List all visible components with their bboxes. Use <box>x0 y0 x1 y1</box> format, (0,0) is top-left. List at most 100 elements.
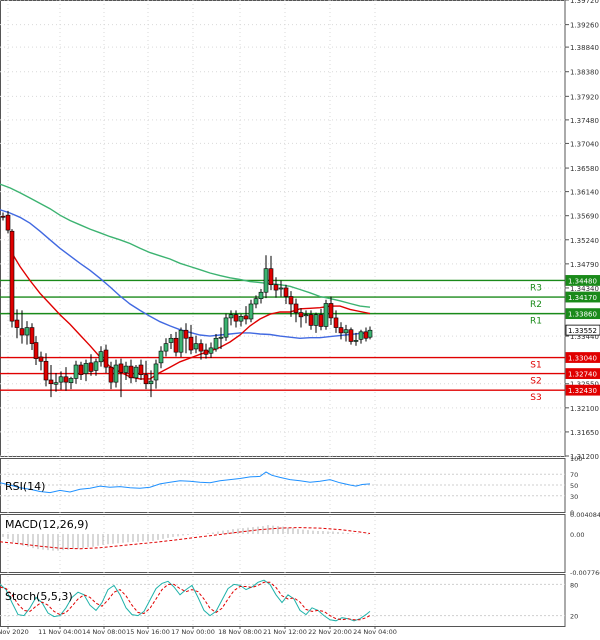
price-label-text: 1.34480 <box>568 277 597 285</box>
candle-body <box>218 336 224 339</box>
price-label-text: 1.34170 <box>568 294 597 302</box>
candle-body <box>48 379 54 385</box>
candle-body <box>118 363 124 373</box>
candle-body <box>153 363 159 381</box>
y-tick-label: 1.33440 <box>570 333 599 341</box>
price-label-box <box>565 384 600 396</box>
candle-body <box>253 298 259 305</box>
candle-body <box>303 314 309 317</box>
candle-body <box>258 291 264 299</box>
candle-body <box>68 378 74 383</box>
x-tick-label: 11 Nov 04:00 <box>38 628 82 636</box>
x-tick-label: 15 Nov 16:00 <box>126 628 170 636</box>
price-label-box <box>565 291 600 303</box>
pivot-levels: R3 R2 R1 S1 S2 S3 <box>0 279 565 403</box>
candle-body <box>293 303 299 313</box>
x-tick-label: 11 Nov 2020 <box>0 628 29 636</box>
y-tick-label: 1.35690 <box>570 213 599 221</box>
level-label-r3: R3 <box>530 283 542 293</box>
candle-body <box>353 340 359 342</box>
candle-body <box>73 364 79 379</box>
stoch-label: Stoch(5,5,3) <box>5 590 73 603</box>
price-label-box <box>565 368 600 379</box>
y-tick-label: 1.37480 <box>570 117 599 125</box>
candle-body <box>243 315 249 320</box>
level-label-r2: R2 <box>530 300 542 310</box>
rsi-tick-label: 70 <box>570 471 578 479</box>
candle-body <box>133 366 139 379</box>
price-label-box <box>565 275 600 286</box>
price-label-text: 1.33860 <box>568 311 597 319</box>
candle-body <box>193 343 199 350</box>
stoch-main-line <box>0 579 371 622</box>
y-tick-label: 1.35240 <box>570 237 599 245</box>
stoch-tick-label: 80 <box>570 581 578 589</box>
candle-body <box>283 287 289 297</box>
moving-average-2 <box>9 249 371 380</box>
macd-tick-label: -0.007766 <box>570 569 600 577</box>
stoch-signal-line <box>0 581 371 621</box>
y-tick-label: 1.37040 <box>570 140 599 148</box>
y-tick-label: 1.38380 <box>570 69 599 77</box>
candle-body <box>43 360 49 381</box>
x-tick-label: 24 Nov 04:00 <box>353 628 397 636</box>
y-tick-label: 1.31650 <box>570 429 599 437</box>
panel-frame-macd <box>0 514 566 573</box>
candle-body <box>208 347 214 354</box>
macd-label: MACD(12,26,9) <box>5 518 89 531</box>
y-tick-label: 1.34790 <box>570 261 599 269</box>
x-tick-label: 14 Nov 08:00 <box>82 628 126 636</box>
candle-body <box>38 356 44 362</box>
candle-body <box>158 350 164 364</box>
candle-body <box>233 314 239 322</box>
candle-body <box>63 376 69 383</box>
candle-body <box>178 329 184 353</box>
x-tick-label: 18 Nov 08:00 <box>218 628 262 636</box>
y-tick-label: 1.32550 <box>570 381 599 389</box>
candle-body <box>9 230 15 322</box>
candle-body <box>5 214 11 231</box>
price-label-box <box>565 308 600 320</box>
candle-body <box>203 349 209 355</box>
y-tick-label: 1.39720 <box>570 0 599 5</box>
rsi-tick-label: 0 <box>570 509 574 517</box>
y-tick-label: 1.34340 <box>570 285 599 293</box>
candle-body <box>348 329 354 342</box>
candle-body <box>228 314 234 319</box>
candle-body <box>273 284 279 291</box>
stoch-panel: 80 20 Stoch(5,5,3) <box>0 579 578 622</box>
candle-body <box>238 316 244 322</box>
y-tick-label: 1.39260 <box>570 22 599 30</box>
candle-body <box>168 337 174 343</box>
candle-body <box>323 303 329 327</box>
candle-body <box>108 366 114 383</box>
candle-body <box>0 215 6 218</box>
candle-body <box>103 349 109 368</box>
candle-body <box>223 317 229 338</box>
candle-body <box>188 336 194 351</box>
price-axis: 1.39720 1.39260 1.38840 1.38380 1.37920 1.374… <box>565 0 600 461</box>
y-tick-label: 1.36580 <box>570 165 599 173</box>
moving-average-0 <box>0 183 371 308</box>
rsi-line <box>0 471 371 494</box>
candle-body <box>213 337 219 350</box>
candle-body <box>333 317 339 328</box>
x-tick-label: 17 Nov 00:00 <box>171 628 215 636</box>
candle-body <box>328 303 334 319</box>
candle-body <box>19 328 25 336</box>
candle-body <box>128 365 134 379</box>
price-label-box <box>565 352 600 363</box>
candle-body <box>58 376 64 383</box>
candle-body <box>363 331 369 339</box>
y-tick-label: 1.32100 <box>570 405 599 413</box>
candle-body <box>198 343 204 352</box>
x-tick-label: 21 Nov 12:00 <box>263 628 307 636</box>
candle-body <box>88 362 94 372</box>
rsi-tick-label: 100 <box>570 455 582 463</box>
price-label-box <box>565 324 600 336</box>
rsi-tick-label: 50 <box>570 482 578 490</box>
panel-frame-main <box>0 0 566 457</box>
candle-body <box>29 327 35 344</box>
